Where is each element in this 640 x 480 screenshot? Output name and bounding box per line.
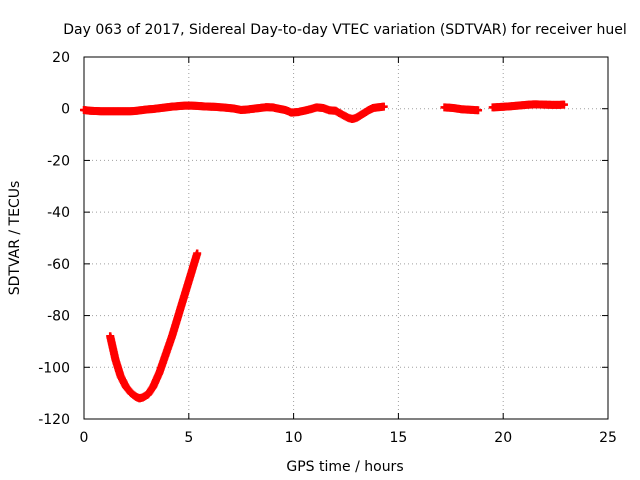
data-point bbox=[193, 249, 202, 258]
y-tick-label: 0 bbox=[61, 102, 70, 118]
x-tick-label: 0 bbox=[80, 430, 89, 446]
chart-title: Day 063 of 2017, Sidereal Day-to-day VTE… bbox=[63, 22, 626, 38]
x-tick-label: 20 bbox=[494, 430, 512, 446]
y-tick-label: -100 bbox=[38, 360, 70, 376]
data-point bbox=[474, 106, 483, 115]
x-axis-label: GPS time / hours bbox=[286, 459, 403, 475]
y-tick-label: -120 bbox=[38, 412, 70, 428]
x-tick-label: 10 bbox=[285, 430, 303, 446]
y-tick-label: -80 bbox=[47, 309, 70, 325]
x-tick-label: 15 bbox=[389, 430, 407, 446]
x-axis: 0 5 10 15 20 25 bbox=[80, 57, 617, 446]
y-axis-label: SDTVAR / TECUs bbox=[7, 181, 23, 296]
y-tick-label: -20 bbox=[47, 153, 70, 169]
grid-lines bbox=[84, 57, 608, 419]
data-points bbox=[80, 100, 568, 403]
x-tick-label: 5 bbox=[184, 430, 193, 446]
y-axis: 20 0 -20 -40 -60 -80 -100 -120 bbox=[38, 50, 608, 428]
data-point bbox=[379, 102, 388, 111]
y-tick-label: 20 bbox=[52, 50, 70, 66]
plot-frame bbox=[83, 56, 609, 420]
y-tick-label: -60 bbox=[47, 257, 70, 273]
data-point bbox=[559, 100, 568, 109]
y-tick-label: -40 bbox=[47, 205, 70, 221]
x-tick-label: 25 bbox=[599, 430, 617, 446]
